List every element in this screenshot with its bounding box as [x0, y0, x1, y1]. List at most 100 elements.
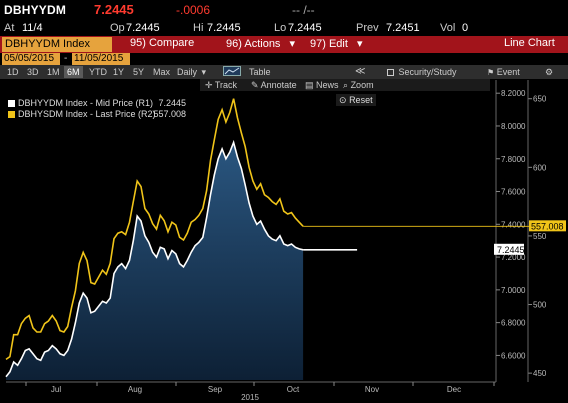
prev-label: Prev	[356, 22, 379, 34]
last-price-marker-text: 557.008	[531, 221, 564, 231]
zoom-label: Zoom	[350, 80, 374, 90]
month-tick-label: Sep	[208, 385, 223, 394]
actions-menu-number: 96)	[226, 38, 242, 50]
compare-menu-label: Compare	[148, 37, 195, 49]
left-tick-label: 7.0000	[501, 286, 526, 295]
last-price-line	[5, 98, 304, 361]
frequency-dropdown-icon: ▾	[201, 67, 207, 77]
news-label: News	[316, 80, 339, 90]
left-tick-label: 7.2000	[501, 253, 526, 262]
bid-ask-placeholder: -- /--	[292, 3, 315, 17]
edit-menu-label: Edit	[328, 38, 348, 50]
security-study-label: Security/Study	[398, 67, 457, 77]
chart-view-icon[interactable]	[220, 66, 244, 78]
start-date-field[interactable]: 05/05/2015	[2, 53, 60, 65]
low-value: 7.2445	[288, 22, 322, 34]
legend-mid-label: DBHYYDM Index - Mid Price (R1)	[18, 98, 154, 108]
at-value: 11/4	[22, 22, 43, 34]
period-3d[interactable]: 3D	[27, 67, 39, 77]
quote-stats: At 11/4 Op 7.2445 Hi 7.2445 Lo 7.2445 Pr…	[0, 20, 568, 36]
volume-label: Vol	[440, 22, 456, 34]
security-study-icon	[387, 69, 394, 77]
left-tick-label: 7.4000	[501, 220, 526, 229]
open-value: 7.2445	[126, 22, 160, 34]
track-tool[interactable]: ✛ Track	[202, 79, 240, 91]
period-5y[interactable]: 5Y	[133, 67, 145, 77]
volume-value: 0	[462, 22, 469, 34]
last-price: 7.2445	[94, 2, 134, 17]
legend-mid-value: 7.2445	[158, 98, 186, 108]
left-tick-label: 6.6000	[501, 351, 526, 360]
period-toolbar: 1D 3D 1M 6M YTD 1Y 5Y Max Daily ▾ Table …	[0, 65, 568, 79]
end-date-field[interactable]: 11/05/2015	[72, 53, 130, 65]
period-6m[interactable]: 6M	[64, 66, 83, 78]
frequency-select[interactable]: Daily ▾	[174, 66, 209, 78]
right-tick-label: 550	[533, 232, 547, 241]
open-label: Op	[110, 22, 125, 34]
left-tick-label: 8.0000	[501, 122, 526, 131]
prev-value: 7.2451	[386, 22, 420, 34]
table-button[interactable]: Table	[249, 67, 271, 77]
settings-gear-icon[interactable]: ⚙	[545, 67, 554, 77]
reset-button[interactable]: ⊙ Reset	[336, 94, 376, 106]
news-icon: ▤	[305, 80, 314, 90]
period-1d[interactable]: 1D	[7, 67, 19, 77]
chart-tools-toolbar: ✛ Track ✎ Annotate ▤ News ⌕ Zoom	[200, 79, 490, 91]
security-study-button[interactable]: Security/Study	[384, 66, 460, 78]
reset-label: Reset	[349, 95, 373, 105]
right-tick-label: 500	[533, 301, 547, 310]
year-label: 2015	[241, 393, 259, 402]
actions-menu[interactable]: 96) Actions ▾	[226, 37, 295, 50]
at-label: At	[4, 22, 15, 34]
annotate-label: Annotate	[260, 80, 297, 90]
legend-last: DBHYSDM Index - Last Price (R2) 557.008	[8, 109, 186, 120]
legend-mid-swatch	[8, 100, 15, 108]
price-chart[interactable]: 8.2000 8.0000 7.8000 7.6000 7.4000 7.2000 7.00…	[0, 80, 568, 403]
high-label: Hi	[193, 22, 204, 34]
event-label: Event	[496, 67, 520, 77]
mid-price-line	[5, 139, 304, 378]
mid-price-marker-text: 7.2445	[497, 245, 525, 255]
month-tick-label: Jul	[51, 385, 61, 394]
period-1y[interactable]: 1Y	[113, 67, 125, 77]
left-tick-label: 7.8000	[501, 155, 526, 164]
price-change: -.0006	[176, 3, 211, 17]
compare-menu[interactable]: 95) Compare	[130, 37, 194, 49]
mid-price-marker	[494, 243, 524, 255]
compare-menu-number: 95)	[130, 37, 146, 49]
edit-menu[interactable]: 97) Edit ▾	[310, 37, 363, 50]
date-separator: -	[64, 53, 68, 64]
legend-last-value: 557.008	[153, 109, 186, 119]
chart-legend: DBHYYDM Index - Mid Price (R1) 7.2445 DB…	[8, 98, 186, 120]
frequency-value: Daily	[177, 67, 198, 77]
edit-dropdown-icon: ▾	[357, 38, 363, 50]
period-ytd[interactable]: YTD	[89, 67, 107, 77]
period-1m[interactable]: 1M	[47, 67, 60, 77]
month-tick-label: Dec	[447, 385, 461, 394]
mid-price-area	[6, 142, 304, 380]
cursor-icon: ✛	[205, 80, 213, 90]
high-value: 7.2445	[207, 22, 241, 34]
reset-icon: ⊙	[339, 95, 347, 105]
legend-last-label: DBHYSDM Index - Last Price (R2)	[18, 109, 156, 119]
right-tick-label: 600	[533, 163, 547, 172]
event-button[interactable]: ⚑ Event	[484, 66, 523, 78]
security-tab[interactable]: DBHYYDM Index	[2, 37, 112, 52]
news-tool[interactable]: ▤ News	[302, 79, 342, 91]
month-tick-label: Nov	[365, 385, 379, 394]
period-max[interactable]: Max	[153, 67, 171, 77]
actions-dropdown-icon: ▾	[289, 38, 296, 50]
collapse-icon[interactable]: ≪	[355, 66, 366, 77]
left-tick-label: 6.8000	[501, 319, 526, 328]
zoom-tool[interactable]: ⌕ Zoom	[340, 79, 377, 91]
chart-type-label[interactable]: Line Chart	[504, 37, 555, 49]
function-menu-bar	[0, 36, 568, 53]
quote-header: DBHYYDM 7.2445 -.0006 -- /--	[0, 0, 568, 20]
left-tick-label: 7.6000	[501, 188, 526, 197]
annotate-tool[interactable]: ✎ Annotate	[248, 79, 300, 91]
right-tick-label: 650	[533, 95, 547, 104]
ticker-symbol: DBHYYDM	[4, 3, 67, 17]
legend-last-swatch	[8, 111, 15, 119]
track-label: Track	[214, 80, 238, 90]
month-tick-label: Oct	[287, 385, 300, 394]
